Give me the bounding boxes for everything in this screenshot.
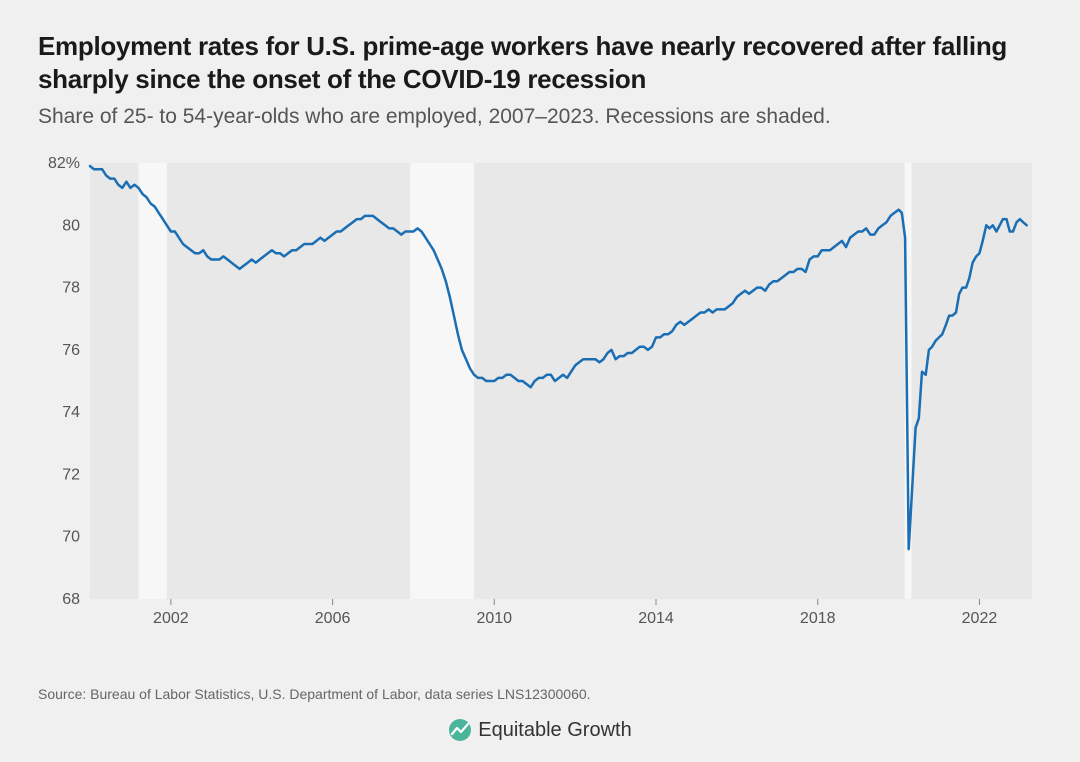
source-note: Source: Bureau of Labor Statistics, U.S.… bbox=[38, 686, 1042, 702]
svg-text:78: 78 bbox=[62, 280, 80, 297]
equitable-growth-icon bbox=[448, 718, 472, 742]
svg-text:2018: 2018 bbox=[800, 610, 836, 627]
logo-text: Equitable Growth bbox=[478, 719, 631, 742]
logo: Equitable Growth bbox=[38, 718, 1042, 742]
chart-subtitle: Share of 25- to 54-year-olds who are emp… bbox=[38, 105, 1042, 129]
svg-text:2002: 2002 bbox=[153, 610, 189, 627]
svg-text:80: 80 bbox=[62, 217, 80, 234]
svg-text:74: 74 bbox=[62, 404, 80, 421]
svg-text:70: 70 bbox=[62, 529, 80, 546]
chart-title: Employment rates for U.S. prime-age work… bbox=[38, 30, 1042, 95]
chart-area: 68 70 72 74 76 78 80 82% 2002 2006 2010 2014 2018 202… bbox=[38, 153, 1042, 670]
svg-text:82%: 82% bbox=[48, 155, 80, 172]
svg-text:2022: 2022 bbox=[962, 610, 998, 627]
svg-text:68: 68 bbox=[62, 591, 80, 608]
svg-text:72: 72 bbox=[62, 466, 80, 483]
svg-text:2010: 2010 bbox=[476, 610, 512, 627]
svg-text:2006: 2006 bbox=[315, 610, 351, 627]
svg-text:2014: 2014 bbox=[638, 610, 674, 627]
svg-text:76: 76 bbox=[62, 342, 80, 359]
line-chart-svg: 68 70 72 74 76 78 80 82% 2002 2006 2010 2014 2018 202… bbox=[38, 153, 1042, 633]
